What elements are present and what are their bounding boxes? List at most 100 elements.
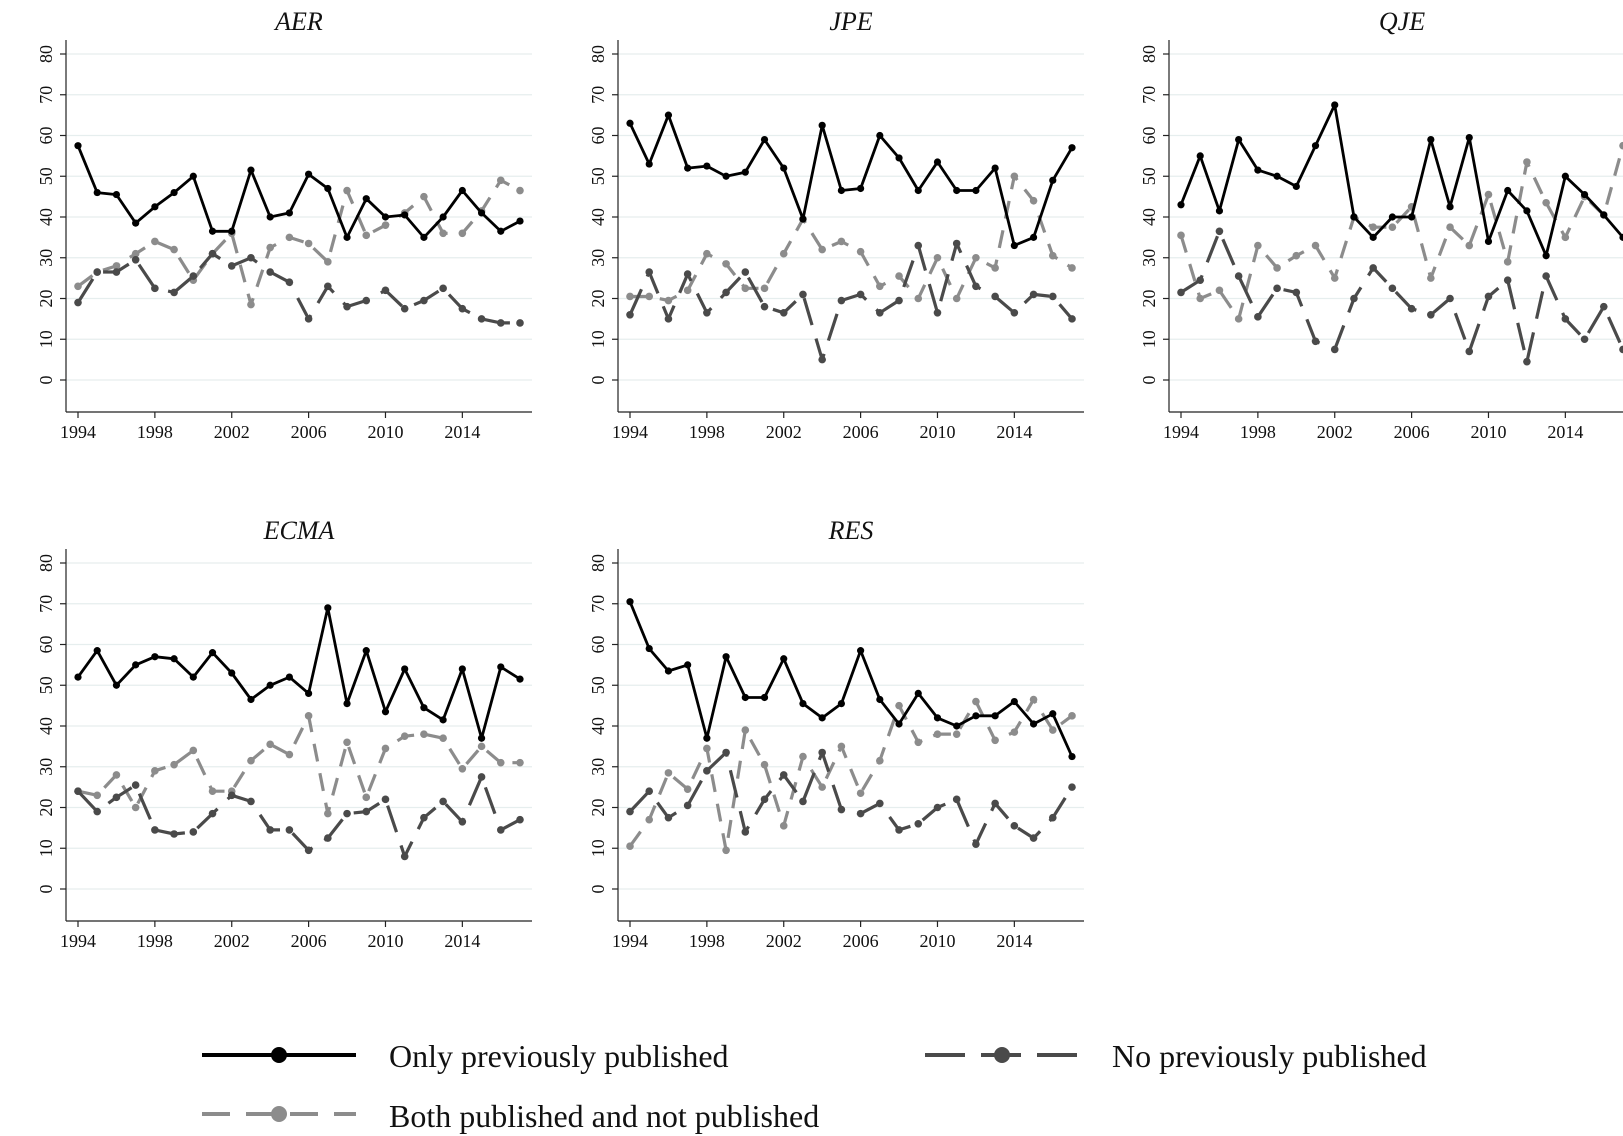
data-point [703,767,711,775]
data-point [1484,292,1493,301]
data-point [439,734,447,743]
data-point [664,111,673,119]
data-point [818,783,826,791]
series-only-previously-published [626,111,1076,250]
data-point [837,296,846,305]
data-point [1068,144,1076,152]
data-point [683,270,692,278]
data-point [1465,133,1473,142]
x-tick-label: 2002 [766,931,802,951]
data-point [933,714,942,722]
data-point [856,247,865,256]
data-point [1369,264,1377,272]
y-tick-label: 0 [1139,376,1159,385]
data-point [837,186,845,195]
data-point [420,730,428,738]
data-point [400,732,409,740]
data-point [381,708,390,716]
data-point [1254,241,1262,250]
data-point [362,231,371,240]
series-line-no-previously-published [628,750,1074,846]
data-point [1048,726,1057,734]
data-point [477,773,486,781]
data-point [1273,264,1281,272]
series-line-both-published-and-not-published [77,714,520,816]
data-point [914,738,923,747]
data-point [933,158,942,166]
data-point [228,227,236,235]
data-point [496,319,505,327]
data-point [439,797,447,806]
data-point [664,769,673,777]
data-point [779,771,788,779]
x-tick-label: 2010 [919,931,955,951]
data-point [856,789,865,798]
data-point [112,771,121,779]
y-tick-label: 80 [588,554,608,572]
data-point [305,689,313,698]
data-point [285,673,293,681]
data-point [381,213,390,221]
data-point [1446,223,1454,231]
data-point [170,288,178,297]
data-point [1330,274,1339,282]
data-point [1010,308,1019,317]
x-tick-label: 2014 [996,931,1032,951]
series-line-no-previously-published [76,252,520,325]
data-point [266,243,274,252]
data-point [895,154,903,162]
data-point [247,797,255,806]
y-tick-label: 0 [588,885,608,894]
data-point [1542,252,1550,260]
y-tick-label: 50 [36,167,56,185]
data-point [324,604,332,612]
data-point [74,673,82,681]
data-point [664,813,673,822]
data-point [247,253,255,262]
data-point [1523,158,1531,166]
x-tick-label: 1994 [1163,422,1199,442]
series-no-previously-published [74,249,524,327]
y-tick-label: 40 [1139,208,1159,226]
series-line-only-previously-published [628,601,1074,758]
data-point [132,661,140,669]
y-tick-label: 70 [36,595,56,613]
data-point [1465,241,1474,250]
data-point [895,272,903,280]
data-point [779,249,788,258]
data-point [799,215,807,223]
y-tick-label: 30 [36,758,56,776]
data-point [1388,223,1397,231]
y-tick-label: 80 [588,45,608,63]
data-point [1523,357,1531,366]
data-point [876,308,884,317]
data-point [722,846,730,855]
y-tick-label: 70 [588,86,608,104]
data-point [1068,315,1076,323]
data-point [112,268,121,276]
data-point [1049,710,1057,718]
data-point [972,282,980,291]
data-point [972,697,980,706]
y-tick-label: 30 [588,758,608,776]
data-point [626,292,634,301]
data-point [1330,345,1339,354]
data-point [645,160,653,168]
data-point [401,211,409,219]
data-point [151,653,159,661]
data-point [362,807,371,816]
series-line-no-previously-published [76,775,521,859]
x-tick-label: 1998 [689,422,725,442]
data-point [952,730,961,738]
y-tick-label: 70 [588,595,608,613]
data-point [496,758,505,767]
data-point [112,190,121,199]
x-tick-label: 2010 [367,422,403,442]
data-point [1580,190,1589,199]
data-point [1273,172,1281,180]
x-tick-label: 2006 [291,422,327,442]
y-tick-label: 60 [588,127,608,145]
data-point [683,286,692,295]
data-point [305,170,313,178]
data-point [1427,135,1435,144]
